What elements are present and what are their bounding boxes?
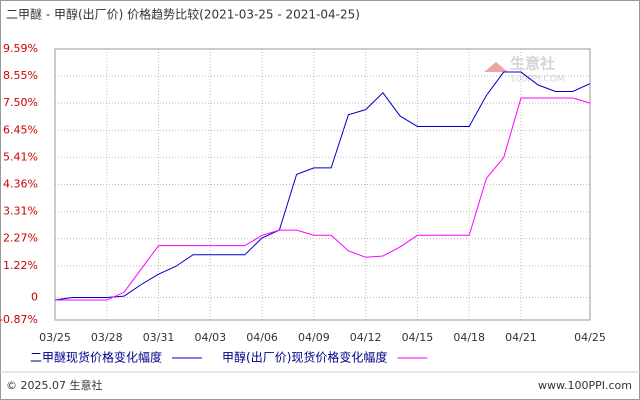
series-line (55, 97, 591, 301)
y-tick-label: 1.22% (3, 259, 38, 272)
x-tick-label: 04/25 (574, 331, 606, 344)
series-line (54, 71, 591, 301)
y-tick-label: 3.31% (3, 205, 38, 218)
y-tick-label: 9.59% (3, 42, 38, 55)
x-tick-label: 04/21 (505, 331, 537, 344)
footer-right: www.100PPI.com (538, 379, 632, 392)
watermark-site: 100PPI.COM (510, 75, 565, 85)
x-tick-label: 04/18 (453, 331, 485, 344)
y-tick-label: -0.87% (0, 313, 38, 326)
x-tick-label: 04/12 (350, 331, 382, 344)
legend-label: 二甲醚现货价格变化幅度 (30, 350, 162, 365)
x-tick-label: 03/25 (39, 331, 71, 344)
x-tick-label: 04/09 (298, 331, 330, 344)
x-tick-label: 04/03 (194, 331, 226, 344)
y-tick-label: 5.41% (3, 150, 38, 163)
x-tick-label: 03/31 (143, 331, 175, 344)
y-tick-label: 6.45% (3, 123, 38, 136)
x-tick-label: 04/06 (246, 331, 278, 344)
legend-label: 甲醇(出厂价)现货价格变化幅度 (222, 350, 387, 365)
y-tick-label: 0 (31, 290, 38, 303)
x-tick-label: 03/28 (91, 331, 123, 344)
x-tick-label: 04/15 (402, 331, 434, 344)
y-tick-label: 7.50% (3, 96, 38, 109)
y-tick-label: 2.27% (3, 232, 38, 245)
chart-title: 二甲醚 - 甲醇(出厂价) 价格趋势比较(2021-03-25 - 2021-0… (6, 7, 360, 22)
y-tick-label: 8.55% (3, 69, 38, 82)
watermark-logo (484, 62, 508, 72)
plot-border (54, 48, 591, 321)
footer-left: © 2025.07 生意社 (6, 378, 102, 392)
watermark-name: 生意社 (510, 55, 555, 73)
y-tick-label: 4.36% (3, 178, 38, 191)
